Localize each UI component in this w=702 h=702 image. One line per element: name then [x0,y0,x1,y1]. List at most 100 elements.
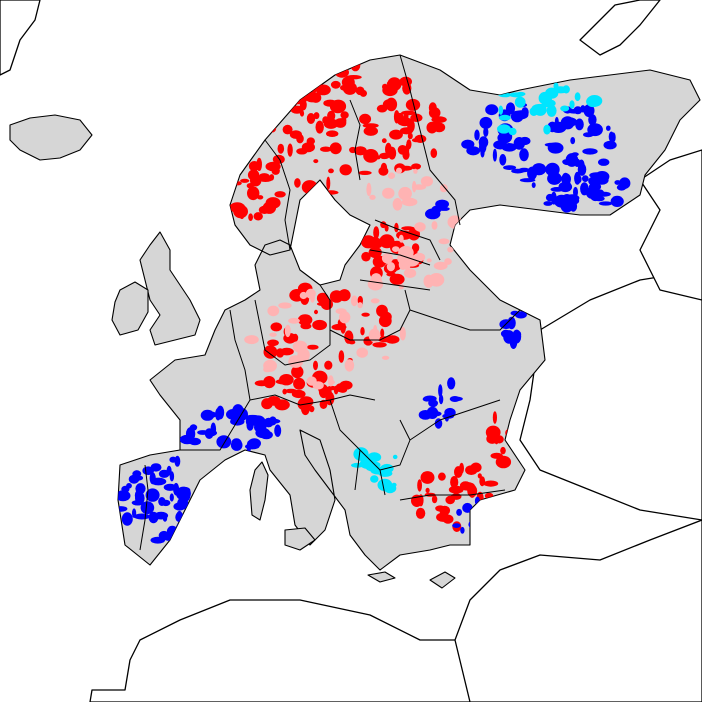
decrease-strong-patch [245,416,252,427]
increase-weak-patch [396,167,402,174]
decrease-strong-patch [562,172,569,179]
increase-weak-patch [420,176,433,187]
increase-strong-patch [328,168,334,174]
decrease-strong-patch [594,196,605,202]
decrease-strong-patch [588,182,602,191]
increase-strong-patch [373,226,380,240]
decrease-strong-patch [169,456,177,463]
border-spain-portugal [139,464,149,551]
decrease-weak-patch [543,124,551,135]
decrease-weak-patch [380,469,388,477]
decrease-weak-patch [531,104,546,113]
increase-strong-patch [394,222,399,233]
increase-strong-patch [431,495,438,504]
decrease-strong-patch [492,148,497,162]
increase-strong-patch [306,113,316,124]
crete [367,571,396,583]
increase-weak-patch [366,182,372,196]
increase-strong-patch [363,126,378,136]
country-borders [139,54,521,551]
decrease-strong-patch [589,172,604,179]
decrease-strong-patch [133,513,150,520]
decrease-strong-patch [474,129,480,141]
decrease-weak-patch [498,114,511,121]
increase-strong-patch [405,98,421,111]
increase-weak-patch [398,284,404,290]
decrease-strong-patch [485,104,499,116]
increase-strong-patch [442,514,454,524]
increase-strong-patch [425,487,430,494]
decrease-strong-patch [598,201,613,206]
decrease-strong-patch [531,182,536,189]
increase-strong-patch [411,243,420,253]
increase-weak-patch [444,258,452,265]
increase-strong-patch [403,110,409,123]
increase-strong-patch [315,120,324,134]
increase-weak-patch [438,238,450,245]
increase-strong-patch [329,290,344,303]
increase-strong-patch [326,130,339,137]
increase-strong-patch [382,83,388,90]
border-alps [249,394,376,406]
decrease-strong-patch [544,142,560,147]
increase-strong-patch [307,344,319,350]
increase-strong-patch [320,146,332,152]
increase-strong-patch [483,480,499,487]
sicily [284,527,316,551]
decrease-strong-patch [531,163,547,176]
increase-strong-patch [282,124,293,135]
increase-weak-patch [387,172,396,179]
increase-strong-patch [322,116,329,125]
increase-strong-patch [389,129,403,140]
increase-strong-patch [379,152,391,160]
border-poland [319,284,411,341]
increase-strong-patch [297,314,313,326]
decrease-strong-patch [462,502,473,513]
middle-east [454,519,702,702]
decrease-strong-patch [121,512,133,526]
decrease-strong-patch [434,418,443,429]
increase-weak-patch [392,246,400,253]
decrease-strong-patch [610,195,624,207]
increase-strong-patch [405,143,410,156]
decrease-strong-patch [510,110,524,123]
increase-strong-patch [465,465,478,475]
decrease-strong-patch [254,419,269,425]
decrease-weak-patch [541,99,556,108]
increase-strong-patch [229,202,246,213]
increase-strong-patch [414,134,427,143]
increase-weak-patch [305,288,316,299]
decrease-strong-patch [460,526,465,534]
decrease-strong-patch [204,428,214,439]
increase-strong-patch [272,154,285,164]
increase-strong-patch [277,143,285,154]
decrease-strong-patch [554,116,559,127]
increase-strong-patch [340,321,346,334]
decrease-strong-patch [587,123,603,137]
increase-strong-patch [313,360,318,371]
increase-strong-patch [326,176,331,190]
increase-weak-patch [278,302,292,309]
increase-weak-patch [284,324,291,338]
increase-strong-patch [319,399,328,409]
increase-strong-patch [495,435,504,444]
increase-strong-patch [247,186,260,201]
increase-strong-patch [291,365,304,379]
decrease-strong-patch [456,508,462,516]
increase-weak-patch [381,252,393,264]
increase-strong-patch [439,505,451,516]
increase-strong-patch [450,493,462,500]
decrease-strong-patch [616,184,627,191]
decrease-weak-patch [377,478,393,492]
increase-weak-patch [244,335,259,345]
increase-strong-patch [401,110,416,116]
decrease-strong-patch [135,491,145,506]
decrease-strong-patch [516,331,522,338]
increase-strong-patch [380,328,385,338]
increase-strong-patch [267,396,281,405]
increase-strong-patch [293,377,306,390]
increase-strong-patch [385,335,400,344]
increase-strong-patch [338,350,345,363]
decrease-strong-patch [169,471,175,482]
